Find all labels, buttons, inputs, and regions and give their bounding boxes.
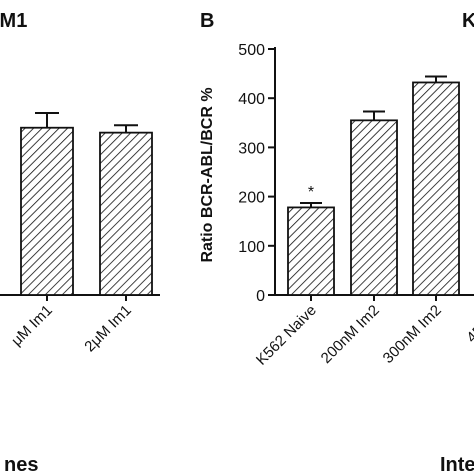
bar <box>412 81 460 296</box>
panel-label-left-fragment: IM1 <box>0 10 27 32</box>
y-tick-label: 200 <box>238 190 265 207</box>
bar <box>287 206 335 296</box>
significance-marker: * <box>308 184 314 201</box>
y-tick-label: 0 <box>256 288 265 305</box>
y-axis-title: Ratio BCR-ABL/BCR % <box>199 87 216 262</box>
y-tick-label: 300 <box>238 140 265 157</box>
panel-label-b: B <box>200 10 214 32</box>
y-tick-label: 500 <box>238 42 265 59</box>
footer-left-fragment: nes <box>4 454 38 474</box>
y-tick-label: 100 <box>238 239 265 256</box>
footer-right-fragment: Inte <box>440 454 474 474</box>
x-tick-label: 450nM <box>463 302 474 346</box>
x-tick-label: μM Im1 <box>8 302 56 350</box>
y-tick-label: 400 <box>238 91 265 108</box>
x-tick-label: 200nM Im2 <box>318 302 383 367</box>
x-tick-label: 2μM Im1 <box>81 302 134 355</box>
x-tick-label: 300nM Im2 <box>380 302 445 367</box>
panel-label-right-fragment: K <box>462 10 474 32</box>
bar <box>20 126 74 296</box>
bar <box>350 119 398 296</box>
bar <box>99 131 153 296</box>
left-bar-chart: μM Im1 2μM Im1 <box>0 111 160 355</box>
x-tick-label: K562 Naive <box>253 302 320 369</box>
